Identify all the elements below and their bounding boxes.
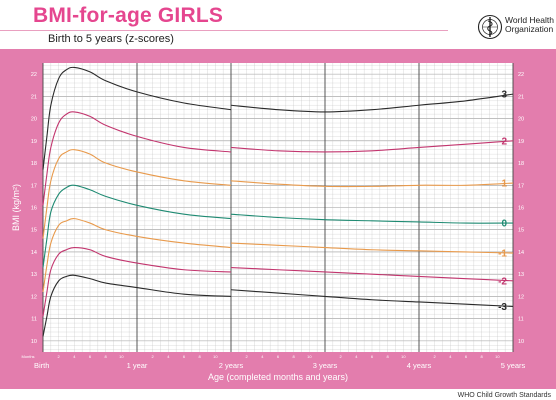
series-lines: 3 2 1 0 -1 -2 -3	[42, 66, 514, 337]
month-tick-label: 10	[119, 354, 124, 359]
series-line-z1	[42, 149, 232, 239]
org-line-2: Organization	[505, 24, 554, 34]
series-label-z1: 1	[501, 179, 507, 190]
month-tick-label: 2	[152, 354, 155, 359]
month-tick-label: 6	[277, 354, 280, 359]
months-caption: Months	[21, 354, 34, 359]
x-tick-label: 1 year	[127, 361, 148, 370]
x-tick-label: 2 years	[219, 361, 244, 370]
y-tick-label-left: 16	[31, 206, 37, 212]
month-tick-label: 4	[261, 354, 264, 359]
series-line-z1	[230, 180, 514, 188]
y-tick-label-left: 13	[31, 272, 37, 278]
month-tick-label: 4	[355, 354, 358, 359]
y-tick-label-right: 20	[518, 117, 524, 123]
month-tick-label: 6	[183, 354, 186, 359]
y-tick-label-right: 22	[518, 72, 524, 78]
series-label-z0: 0	[501, 219, 507, 230]
month-tick-label: 2	[246, 354, 249, 359]
org-line-1: World Health	[505, 15, 554, 25]
month-tick-label: 4	[449, 354, 452, 359]
month-tick-label: 8	[105, 354, 108, 359]
month-tick-label: 4	[73, 354, 76, 359]
series-line-z-3	[42, 274, 232, 337]
y-tick-label-left: 22	[31, 72, 37, 78]
month-tick-label: 10	[495, 354, 500, 359]
month-tick-label: 2	[58, 354, 61, 359]
month-tick-label: 8	[481, 354, 484, 359]
series-line-z2	[230, 140, 514, 153]
y-tick-label-left: 17	[31, 183, 37, 189]
month-tick-label: 10	[213, 354, 218, 359]
x-tick-label: 5 years	[501, 361, 526, 370]
series-line-z2	[42, 111, 232, 206]
month-tick-label: 2	[434, 354, 437, 359]
y-tick-label-right: 15	[518, 228, 524, 234]
y-tick-label-right: 16	[518, 206, 524, 212]
month-tick-label: 10	[307, 354, 312, 359]
chart-subtitle: Birth to 5 years (z-scores)	[48, 33, 174, 45]
y-tick-label-right: 10	[518, 339, 524, 345]
y-tick-label-right: 12	[518, 294, 524, 300]
series-label-z-3: -3	[498, 302, 507, 313]
month-tick-label: 6	[371, 354, 374, 359]
series-line-z-3	[230, 289, 514, 307]
y-tick-label-right: 21	[518, 94, 524, 100]
organization-name: World Health Organization	[505, 16, 554, 34]
month-tick-label: 6	[89, 354, 92, 359]
month-tick-label: 2	[340, 354, 343, 359]
y-tick-label-right: 14	[518, 250, 524, 256]
y-tick-label-left: 11	[31, 317, 37, 323]
y-tick-label-right: 11	[518, 317, 524, 323]
series-line-z0	[42, 184, 232, 268]
x-tick-label: Birth	[34, 361, 49, 370]
y-tick-label-left: 10	[31, 339, 37, 345]
series-label-z2: 2	[501, 136, 507, 147]
series-label-z-1: -1	[498, 249, 507, 260]
y-tick-label-right: 18	[518, 161, 524, 167]
x-tick-label: 3 years	[313, 361, 338, 370]
y-tick-label-left: 20	[31, 117, 37, 123]
grid	[42, 63, 514, 352]
y-axis-title: BMI (kg/m²)	[11, 184, 21, 231]
series-line-z-2	[42, 246, 232, 317]
y-tick-label-right: 13	[518, 272, 524, 278]
series-line-z3	[42, 66, 232, 170]
month-tick-label: 8	[387, 354, 390, 359]
y-tick-label-right: 19	[518, 139, 524, 145]
month-tick-label: 4	[167, 354, 170, 359]
who-emblem-icon	[477, 14, 503, 40]
y-tick-label-left: 19	[31, 139, 37, 145]
series-label-z3: 3	[501, 90, 507, 101]
series-line-z3	[230, 93, 514, 113]
x-axis-title: Age (completed months and years)	[208, 372, 348, 382]
y-tick-label-right: 17	[518, 183, 524, 189]
y-tick-label-left: 14	[31, 250, 37, 256]
series-line-z0	[230, 213, 514, 224]
chart-title: BMI-for-age GIRLS	[33, 4, 224, 27]
y-tick-label-left: 21	[31, 94, 37, 100]
y-tick-label-left: 18	[31, 161, 37, 167]
series-label-z-2: -2	[498, 276, 507, 287]
series-line-z-1	[42, 218, 232, 293]
series-line-z-1	[230, 242, 514, 254]
y-tick-label-left: 12	[31, 294, 37, 300]
month-tick-label: 8	[199, 354, 202, 359]
x-tick-label: 4 years	[407, 361, 432, 370]
month-tick-label: 6	[465, 354, 468, 359]
series-line-z-2	[230, 266, 514, 282]
footer-credit: WHO Child Growth Standards	[457, 392, 551, 399]
month-tick-label: 10	[401, 354, 406, 359]
month-tick-label: 8	[293, 354, 296, 359]
title-underline	[0, 30, 448, 31]
y-tick-label-left: 15	[31, 228, 37, 234]
